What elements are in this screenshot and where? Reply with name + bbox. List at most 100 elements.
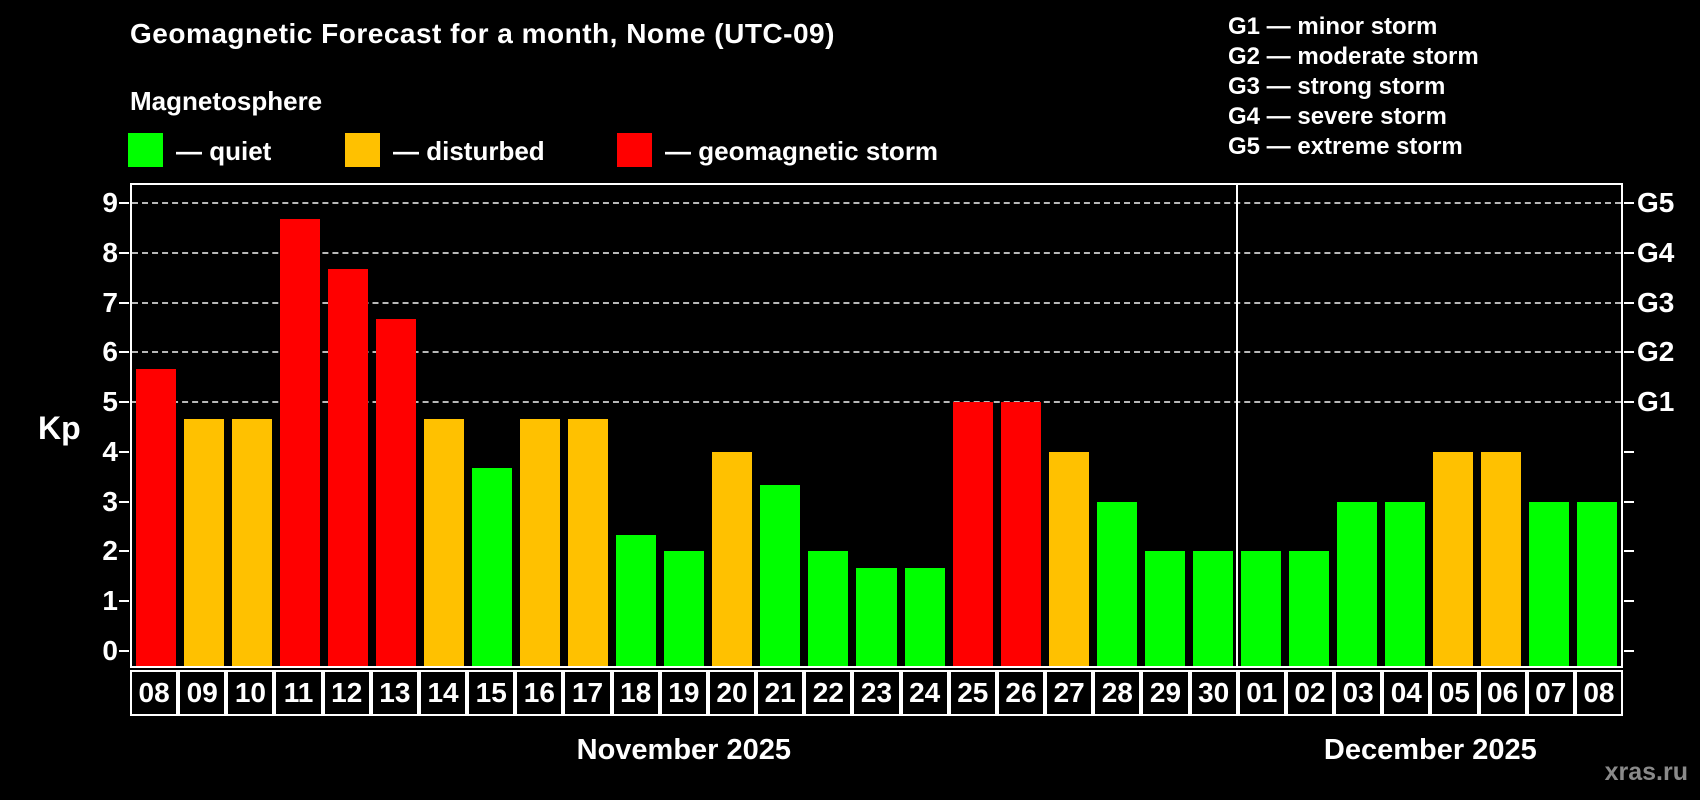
day-label-26: 26 (996, 670, 1046, 716)
day-label-17: 17 (563, 670, 612, 716)
y-axis-number-1: 1 (102, 585, 118, 617)
kp-bar-03 (1336, 501, 1377, 666)
kp-bar-27 (1048, 451, 1089, 666)
kp-bar-26 (1000, 402, 1041, 666)
kp-bar-06 (1480, 451, 1521, 666)
day-label-10: 10 (226, 670, 275, 716)
y-axis-number-6: 6 (102, 336, 118, 368)
kp-bar-08 (136, 368, 177, 666)
kp-bar-16 (520, 418, 561, 666)
legend-label-disturbed: — disturbed (393, 136, 545, 166)
kp-bar-15 (472, 468, 513, 666)
kp-bar-14 (424, 418, 465, 666)
day-label-08: 08 (130, 670, 179, 716)
kp-bar-02 (1288, 551, 1329, 666)
y-axis-tick-left-7 (119, 301, 129, 304)
right-axis-label-g4: G4 (1637, 236, 1675, 268)
kp-bar-25 (952, 402, 993, 666)
gridline-kp8 (132, 251, 1621, 254)
g-legend-line-g3: G3 — strong storm (1228, 73, 1446, 100)
y-axis-number-3: 3 (102, 485, 118, 517)
day-label-06: 06 (1478, 670, 1527, 716)
g-legend-line-g5: G5 — extreme storm (1228, 133, 1463, 160)
day-label-05: 05 (1430, 670, 1479, 716)
gridline-kp9 (132, 201, 1621, 204)
y-axis-title: Kp (38, 410, 81, 446)
kp-bar-05 (1432, 451, 1473, 666)
kp-bar-13 (376, 318, 417, 666)
kp-bar-10 (232, 418, 273, 666)
y-axis-tick-left-8 (119, 251, 129, 254)
gridline-kp5 (132, 401, 1621, 404)
day-label-14: 14 (418, 670, 468, 716)
chart-subtitle: Magnetosphere (130, 86, 323, 116)
y-axis-tick-left-1 (119, 600, 129, 603)
plot-area: 0 1 2 3 4 5 6 7 8 9 G1 G2 G3 G4 G5 (102, 183, 1674, 668)
watermark: xras.ru (1604, 758, 1688, 786)
right-axis-label-g2: G2 (1637, 336, 1675, 368)
y-axis-tick-left-2 (119, 550, 129, 553)
kp-bar-28 (1096, 501, 1137, 666)
day-label-08: 08 (1574, 670, 1623, 716)
day-label-25: 25 (948, 670, 997, 716)
day-label-18: 18 (611, 670, 660, 716)
legend-swatch-quiet (128, 133, 163, 167)
kp-bar-04 (1384, 501, 1425, 666)
kp-bar-17 (568, 418, 609, 666)
kp-bar-30 (1192, 551, 1233, 666)
day-label-20: 20 (707, 670, 757, 716)
chart-title: Geomagnetic Forecast for a month, Nome (… (130, 18, 835, 49)
y-axis-tick-right-0 (1624, 650, 1634, 652)
y-axis-number-2: 2 (102, 535, 118, 567)
day-label-09: 09 (178, 670, 227, 716)
kp-bar-12 (328, 269, 369, 666)
legend-label-storm: — geomagnetic storm (665, 136, 939, 166)
day-label-01: 01 (1237, 670, 1286, 716)
day-label-07: 07 (1526, 670, 1575, 716)
right-axis-label-g5: G5 (1637, 186, 1675, 218)
day-label-03: 03 (1334, 670, 1383, 716)
y-axis-tick-left-9 (119, 201, 129, 204)
month-labels: November 2025 December 2025 (130, 734, 1623, 774)
day-label-22: 22 (804, 670, 853, 716)
kp-bar-11 (280, 219, 321, 666)
y-axis-tick-right-7 (1624, 301, 1634, 304)
y-axis-number-9: 9 (102, 186, 118, 218)
day-label-12: 12 (322, 670, 371, 716)
legend-swatch-disturbed (345, 133, 380, 167)
month-label: November 2025 (576, 734, 792, 766)
day-label-24: 24 (900, 670, 949, 716)
right-axis-label-g1: G1 (1637, 386, 1675, 418)
day-label-11: 11 (274, 670, 323, 716)
g-legend-line-g4: G4 — severe storm (1228, 103, 1447, 130)
y-axis-tick-right-8 (1624, 251, 1634, 254)
y-axis-tick-right-3 (1624, 500, 1634, 503)
day-label-21: 21 (756, 670, 805, 716)
kp-bar-21 (760, 485, 801, 666)
y-axis-tick-right-5 (1624, 401, 1634, 404)
y-axis-tick-right-1 (1624, 600, 1634, 603)
day-label-15: 15 (467, 670, 516, 716)
y-axis-tick-right-6 (1624, 351, 1634, 354)
kp-bar-07 (1528, 501, 1569, 666)
day-label-02: 02 (1285, 670, 1335, 716)
right-axis-label-g3: G3 (1637, 286, 1675, 318)
kp-bar-08 (1576, 501, 1617, 666)
kp-bar-19 (664, 551, 705, 666)
month-label: December 2025 (1323, 734, 1537, 766)
y-axis-tick-left-5 (119, 401, 129, 404)
g-legend-line-g1: G1 — minor storm (1228, 13, 1438, 40)
kp-bar-20 (712, 451, 753, 666)
day-label-23: 23 (852, 670, 901, 716)
kp-bar-24 (904, 567, 945, 666)
y-axis-tick-left-4 (119, 450, 129, 453)
kp-bar-29 (1144, 551, 1185, 666)
day-label-04: 04 (1382, 670, 1431, 716)
kp-bar-01 (1240, 551, 1281, 666)
y-axis-tick-right-4 (1624, 450, 1634, 453)
kp-bar-22 (808, 551, 849, 666)
month-separator (1235, 185, 1238, 666)
gridline-kp7 (132, 301, 1621, 304)
kp-bar-18 (616, 535, 657, 666)
